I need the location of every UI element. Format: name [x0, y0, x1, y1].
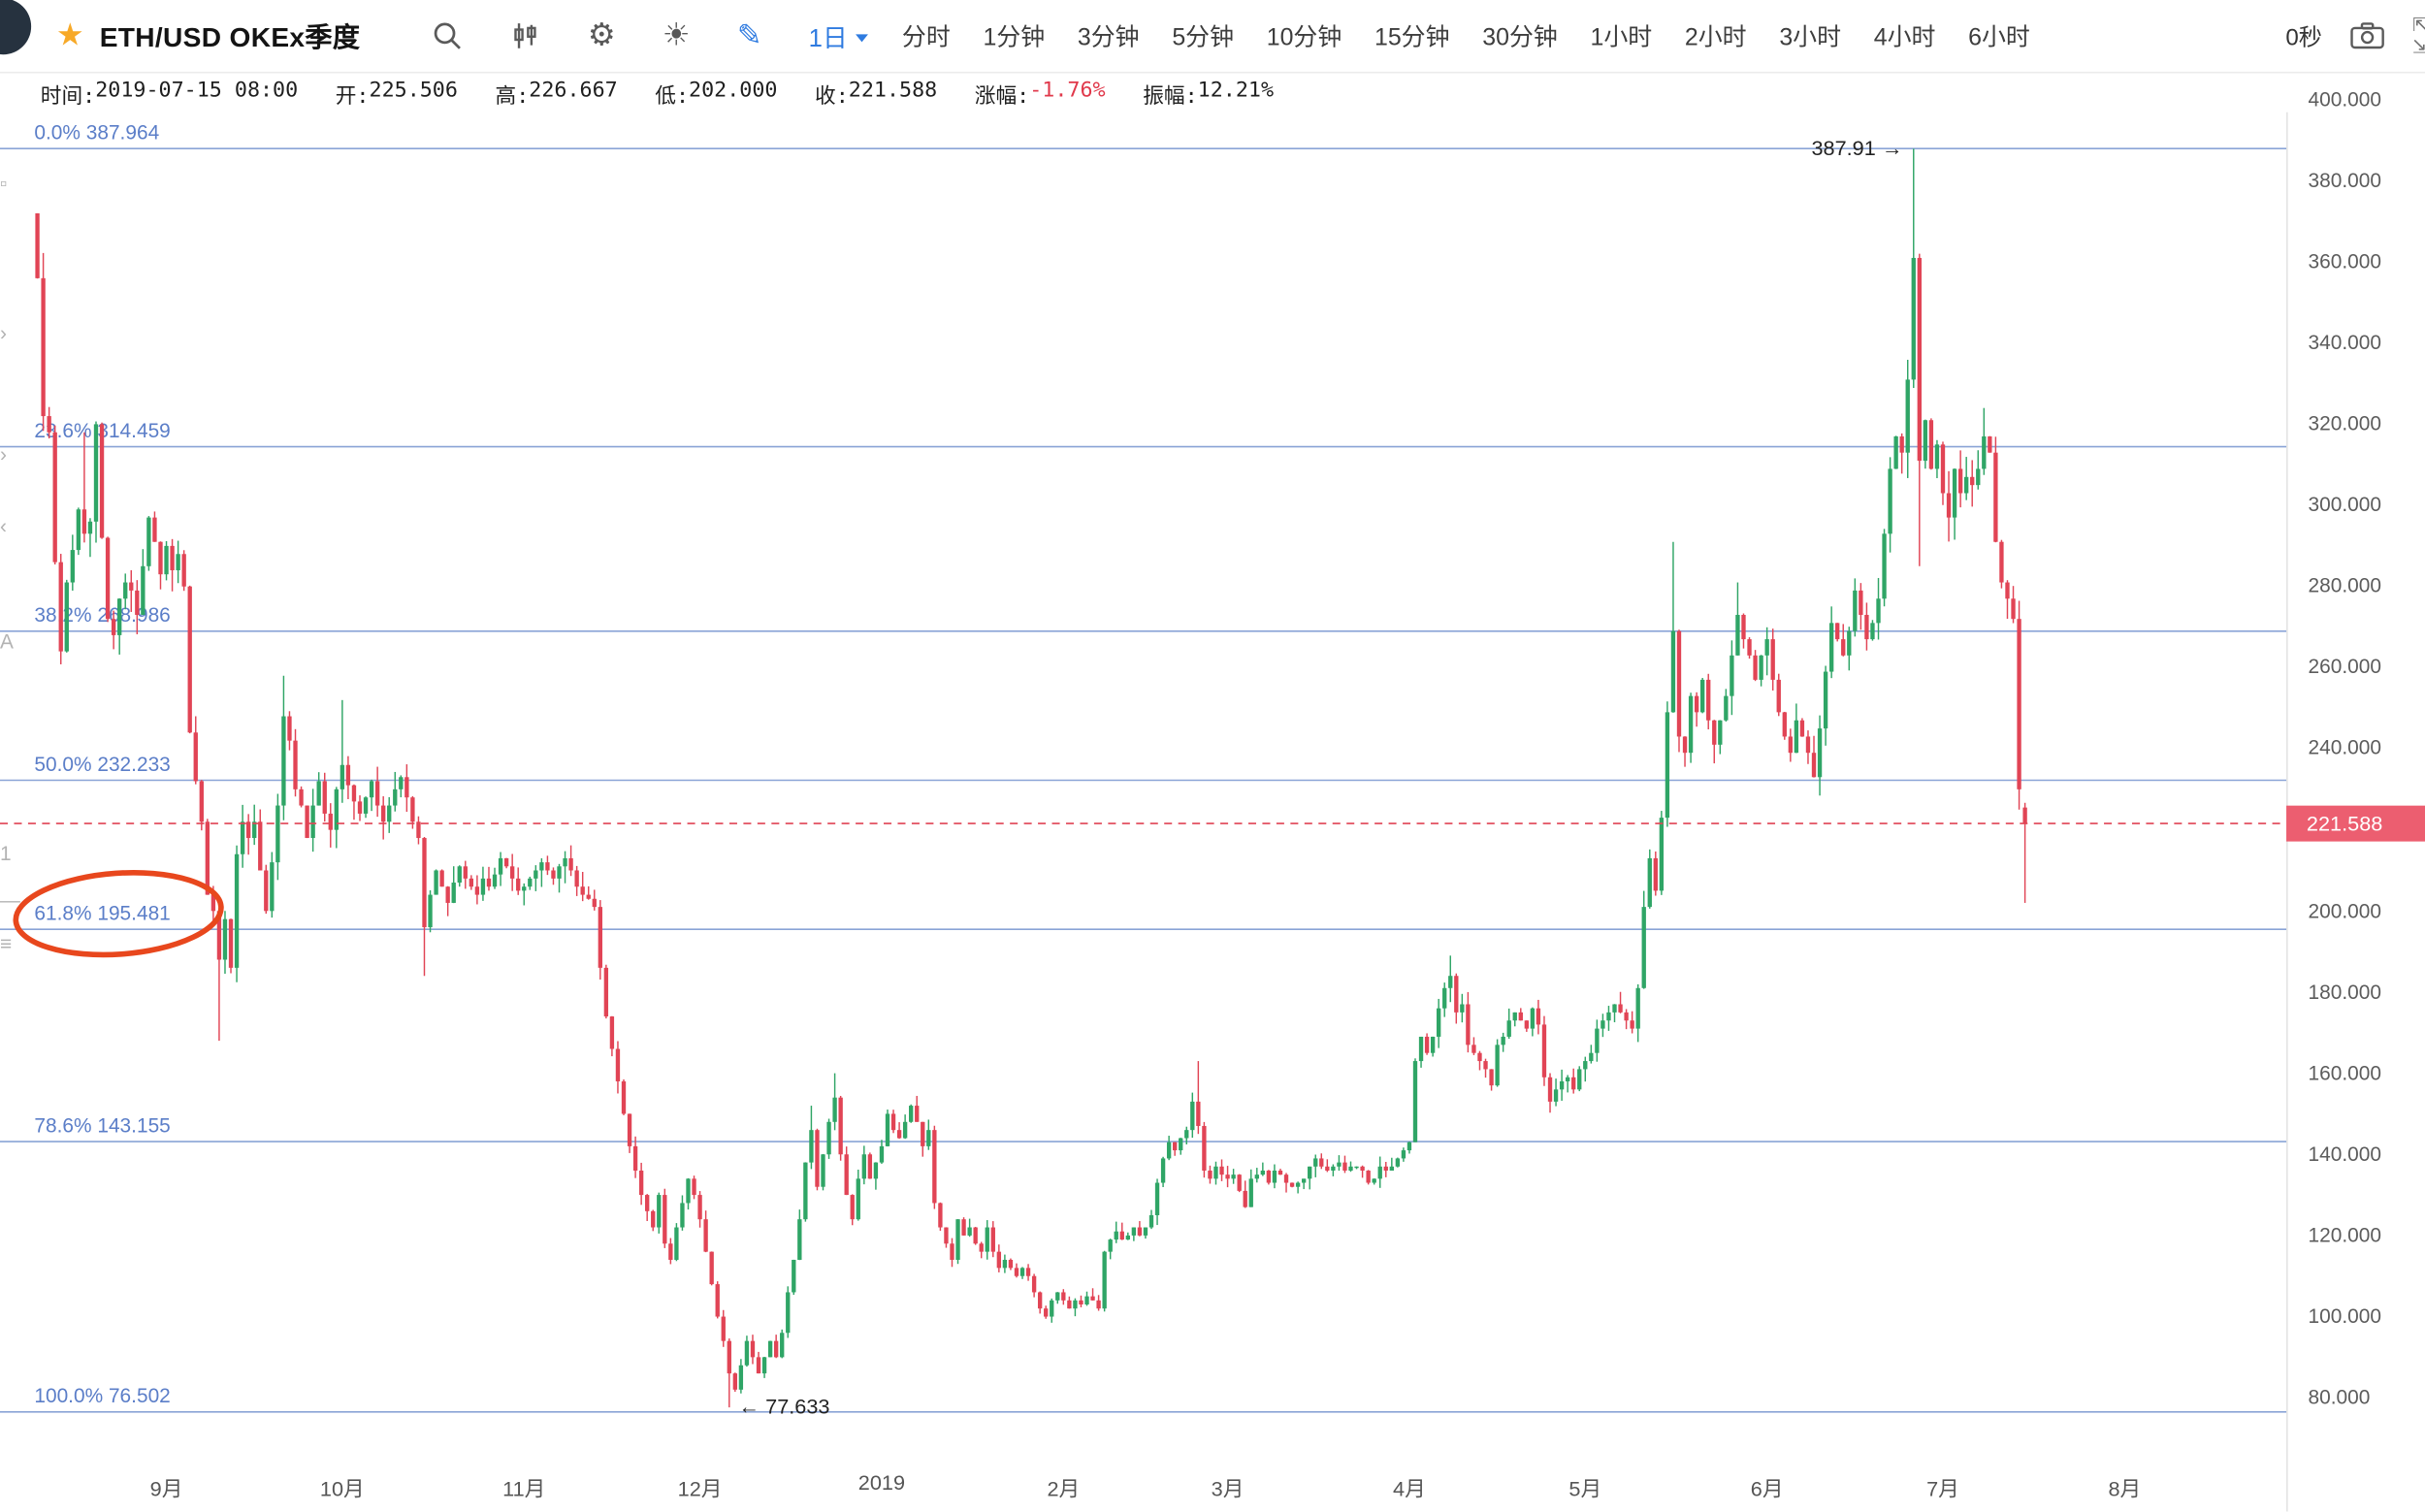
timeframe-option[interactable]: 10分钟 — [1266, 24, 1342, 52]
draw-pen-icon[interactable]: ✎ — [736, 19, 762, 52]
field-change: 涨幅: -1.76% — [974, 78, 1106, 110]
tool-text-icon[interactable]: A — [0, 629, 14, 654]
price-tick: 400.000 — [2308, 86, 2382, 112]
time-tick: 4月 — [1393, 1477, 1426, 1501]
timeframe-selected[interactable]: 1日 — [809, 17, 868, 55]
timeframe-option[interactable]: 4小时 — [1873, 24, 1936, 52]
search-icon[interactable] — [432, 20, 463, 51]
last-price-value: 221.588 — [2306, 811, 2383, 836]
chart-region: 0.0% 387.964 23.6% 314.459 38.2% 268.986 50… — [0, 87, 2425, 1512]
timeframe-option[interactable]: 1分钟 — [983, 24, 1046, 52]
collapse-corner-icon[interactable]: ⇱ — [2412, 14, 2425, 35]
time-axis[interactable]: 9月 10月 11月 12月 2019 2月 3月 4月 5月 6月 7月 8月 — [0, 1457, 2286, 1511]
time-tick: 9月 — [149, 1477, 183, 1501]
chevron-down-icon — [855, 33, 868, 42]
tool-chevron-icon[interactable]: ‹ — [0, 514, 7, 538]
timeframe-bar: 分时 1分钟 3分钟 5分钟 10分钟 15分钟 30分钟 1小时 2小时 3小… — [902, 18, 2030, 52]
price-tick: 320.000 — [2308, 411, 2382, 435]
timeframe-option[interactable]: 2小时 — [1684, 24, 1747, 52]
price-tick: 160.000 — [2308, 1060, 2382, 1084]
price-tick: 100.000 — [2308, 1303, 2382, 1328]
price-tick: 80.000 — [2308, 1385, 2371, 1409]
timeframe-selected-label: 1日 — [808, 26, 848, 53]
price-annotation: 387.91 → — [1811, 136, 1902, 160]
symbol-title: ETH/USD OKEx季度 — [99, 20, 361, 52]
time-tick: 12月 — [677, 1477, 723, 1501]
highlight-ellipse — [13, 870, 224, 958]
candle-countdown: 0秒 — [2285, 23, 2322, 51]
timeframe-option[interactable]: 3小时 — [1779, 24, 1841, 52]
price-tick: 200.000 — [2308, 898, 2382, 922]
price-tick: 260.000 — [2308, 655, 2382, 679]
price-tick: 380.000 — [2308, 168, 2382, 192]
theme-sun-icon[interactable]: ☀ — [662, 18, 691, 53]
fib-label: 50.0% 232.233 — [34, 754, 170, 776]
drawing-toolbar-sliver: ▫ › › ‹ A 1 — ≡ — [0, 113, 25, 1512]
time-tick: 2月 — [1047, 1477, 1081, 1501]
tool-chevron-icon[interactable]: › — [0, 442, 7, 466]
field-low: 低: 202.000 — [655, 78, 778, 110]
time-tick: 3月 — [1211, 1477, 1245, 1501]
fib-label: 38.2% 268.986 — [34, 604, 170, 627]
candles — [35, 148, 2027, 1408]
field-amplitude: 振幅: 12.21% — [1143, 78, 1275, 110]
tool-list-icon[interactable]: ≡ — [0, 931, 13, 955]
fib-label: 78.6% 143.155 — [34, 1114, 170, 1137]
price-tick: 360.000 — [2308, 249, 2382, 273]
fib-label: 100.0% 76.502 — [34, 1385, 170, 1407]
field-high: 高: 226.667 — [495, 78, 618, 110]
time-tick: 8月 — [2108, 1477, 2142, 1501]
expand-corner-icon[interactable]: ⇲ — [2412, 36, 2425, 57]
timeframe-option[interactable]: 5分钟 — [1172, 24, 1234, 52]
app-logo-icon[interactable] — [0, 0, 32, 55]
topbar: ★ ETH/USD OKEx季度 ⚙ ☀ ✎ 1日 分时 1分钟 3分钟 5分钟… — [0, 0, 2425, 74]
price-tick: 140.000 — [2308, 1142, 2382, 1166]
timeframe-option[interactable]: 15分钟 — [1374, 24, 1450, 52]
time-tick: 11月 — [502, 1477, 546, 1501]
field-time: 时间: 2019-07-15 08:00 — [40, 78, 299, 110]
price-tick: 240.000 — [2308, 736, 2382, 760]
last-price-badge: 221.588 — [2286, 805, 2425, 842]
ohlc-infobar: 时间: 2019-07-15 08:00 开: 225.506 高: 226.667 … — [0, 74, 2425, 114]
fib-label: 0.0% 387.964 — [34, 122, 159, 145]
time-tick: 2019 — [857, 1470, 906, 1495]
price-tick: 280.000 — [2308, 573, 2382, 597]
field-open: 开: 225.506 — [335, 78, 458, 110]
timeframe-option[interactable]: 1小时 — [1590, 24, 1653, 52]
panel-corner-icons: ⇱ ⇲ — [2412, 14, 2425, 57]
tool-number-icon[interactable]: 1 — [0, 841, 12, 865]
price-tick: 120.000 — [2308, 1223, 2382, 1247]
topbar-right: 0秒 ⇱ ⇲ — [2285, 14, 2425, 57]
favorite-star-icon[interactable]: ★ — [55, 18, 84, 53]
timeframe-option[interactable]: 3分钟 — [1077, 24, 1140, 52]
timeframe-option[interactable]: 分时 — [901, 24, 951, 52]
price-tick: 300.000 — [2308, 493, 2382, 517]
price-tick: 180.000 — [2308, 980, 2382, 1004]
chart-annotations: 387.91 → ← 77.633 — [0, 136, 2287, 1419]
tool-line-icon[interactable]: — — [0, 887, 20, 912]
timeframe-option[interactable]: 6小时 — [1968, 24, 2030, 52]
screenshot-camera-icon[interactable] — [2350, 21, 2384, 49]
tool-chevron-icon[interactable]: › — [0, 320, 7, 345]
time-tick: 5月 — [1568, 1477, 1602, 1501]
fib-label: 61.8% 195.481 — [34, 903, 170, 925]
timeframe-option[interactable]: 30分钟 — [1482, 24, 1558, 52]
time-tick: 10月 — [319, 1477, 365, 1501]
time-tick: 6月 — [1750, 1477, 1784, 1501]
kline-style-icon[interactable] — [510, 20, 541, 51]
price-annotation: ← 77.633 — [738, 1395, 829, 1419]
time-tick: 7月 — [1926, 1477, 1959, 1501]
tool-shape-icon[interactable]: ▫ — [0, 171, 8, 195]
field-close: 收: 221.588 — [815, 78, 938, 110]
price-tick: 340.000 — [2308, 330, 2382, 354]
settings-gear-icon[interactable]: ⚙ — [587, 18, 616, 53]
